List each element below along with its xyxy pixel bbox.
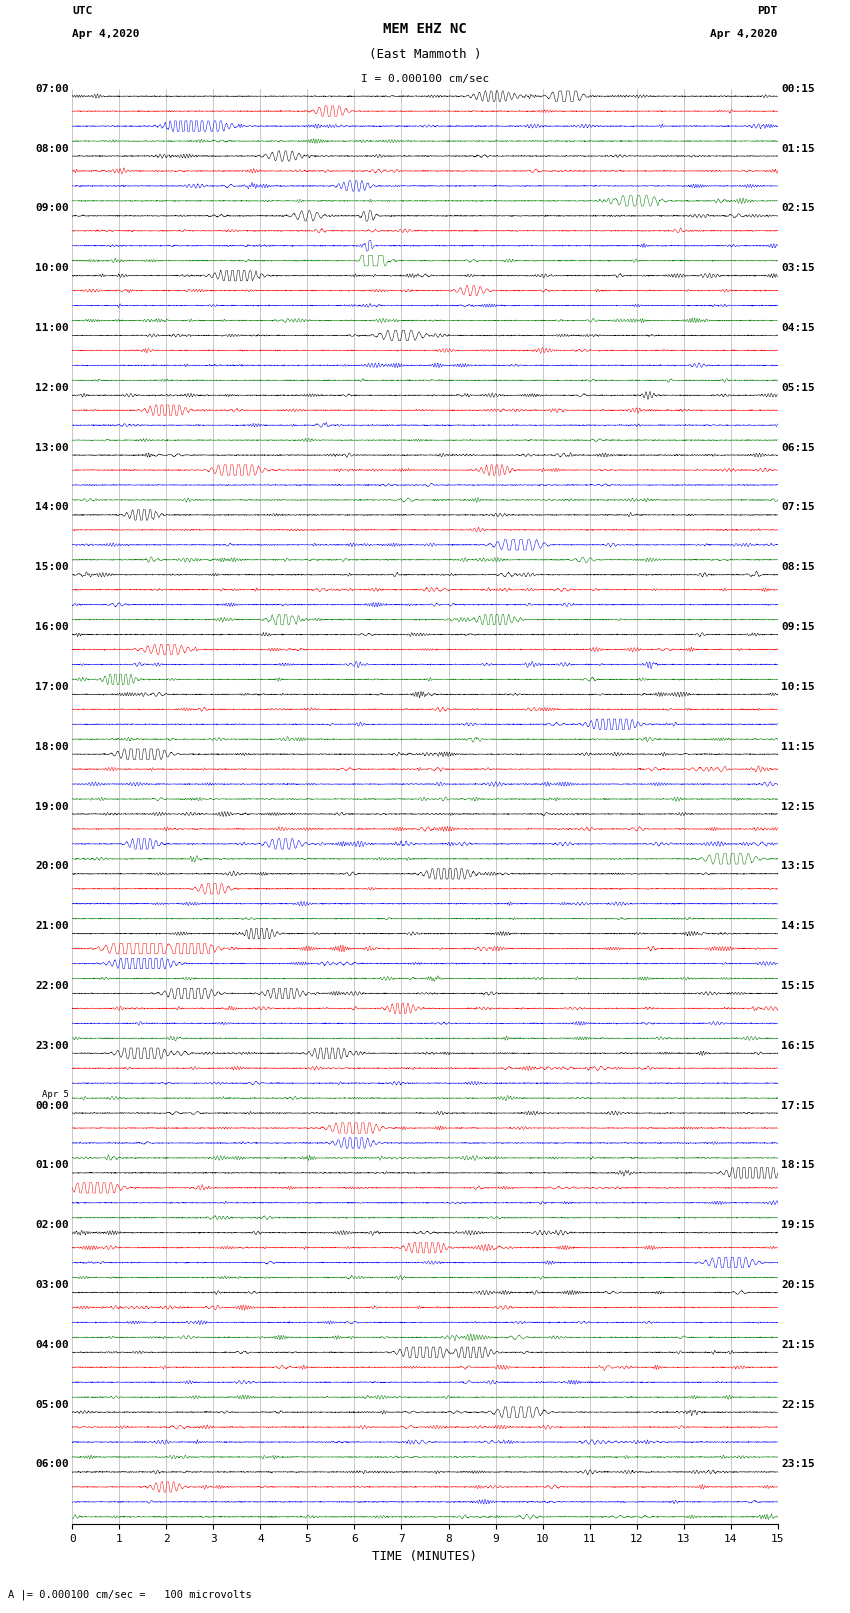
Text: 07:00: 07:00: [35, 84, 69, 94]
Text: 05:15: 05:15: [781, 382, 815, 394]
Text: 05:00: 05:00: [35, 1400, 69, 1410]
Text: 01:15: 01:15: [781, 144, 815, 153]
Text: 15:15: 15:15: [781, 981, 815, 990]
Text: 14:00: 14:00: [35, 502, 69, 513]
Text: 22:00: 22:00: [35, 981, 69, 990]
Text: 03:15: 03:15: [781, 263, 815, 273]
Text: 19:15: 19:15: [781, 1219, 815, 1231]
Text: 04:15: 04:15: [781, 323, 815, 332]
Text: 08:00: 08:00: [35, 144, 69, 153]
Text: 09:15: 09:15: [781, 623, 815, 632]
Text: PDT: PDT: [757, 6, 778, 16]
Text: 23:15: 23:15: [781, 1460, 815, 1469]
Text: Apr 5: Apr 5: [42, 1090, 69, 1098]
Text: UTC: UTC: [72, 6, 93, 16]
Text: 18:00: 18:00: [35, 742, 69, 752]
Text: 23:00: 23:00: [35, 1040, 69, 1050]
Text: 07:15: 07:15: [781, 502, 815, 513]
Text: 19:00: 19:00: [35, 802, 69, 811]
Text: 06:00: 06:00: [35, 1460, 69, 1469]
Text: 00:00: 00:00: [35, 1100, 69, 1111]
Text: 02:15: 02:15: [781, 203, 815, 213]
Text: 12:15: 12:15: [781, 802, 815, 811]
Text: 20:15: 20:15: [781, 1281, 815, 1290]
Text: I = 0.000100 cm/sec: I = 0.000100 cm/sec: [361, 74, 489, 84]
Text: 21:15: 21:15: [781, 1340, 815, 1350]
Text: Apr 4,2020: Apr 4,2020: [711, 29, 778, 39]
Text: 16:15: 16:15: [781, 1040, 815, 1050]
Text: 10:00: 10:00: [35, 263, 69, 273]
Text: 10:15: 10:15: [781, 682, 815, 692]
Text: 03:00: 03:00: [35, 1281, 69, 1290]
Text: Apr 4,2020: Apr 4,2020: [72, 29, 139, 39]
Text: 01:00: 01:00: [35, 1160, 69, 1171]
Text: 06:15: 06:15: [781, 442, 815, 453]
Text: 11:15: 11:15: [781, 742, 815, 752]
Text: 17:00: 17:00: [35, 682, 69, 692]
Text: 22:15: 22:15: [781, 1400, 815, 1410]
Text: 14:15: 14:15: [781, 921, 815, 931]
Text: 08:15: 08:15: [781, 563, 815, 573]
Text: A |= 0.000100 cm/sec =   100 microvolts: A |= 0.000100 cm/sec = 100 microvolts: [8, 1589, 252, 1600]
Text: MEM EHZ NC: MEM EHZ NC: [383, 23, 467, 35]
Text: 04:00: 04:00: [35, 1340, 69, 1350]
Text: 11:00: 11:00: [35, 323, 69, 332]
X-axis label: TIME (MINUTES): TIME (MINUTES): [372, 1550, 478, 1563]
Text: 20:00: 20:00: [35, 861, 69, 871]
Text: 02:00: 02:00: [35, 1219, 69, 1231]
Text: 16:00: 16:00: [35, 623, 69, 632]
Text: 12:00: 12:00: [35, 382, 69, 394]
Text: 13:15: 13:15: [781, 861, 815, 871]
Text: 13:00: 13:00: [35, 442, 69, 453]
Text: 15:00: 15:00: [35, 563, 69, 573]
Text: 18:15: 18:15: [781, 1160, 815, 1171]
Text: 21:00: 21:00: [35, 921, 69, 931]
Text: 09:00: 09:00: [35, 203, 69, 213]
Text: 00:15: 00:15: [781, 84, 815, 94]
Text: (East Mammoth ): (East Mammoth ): [369, 48, 481, 61]
Text: 17:15: 17:15: [781, 1100, 815, 1111]
